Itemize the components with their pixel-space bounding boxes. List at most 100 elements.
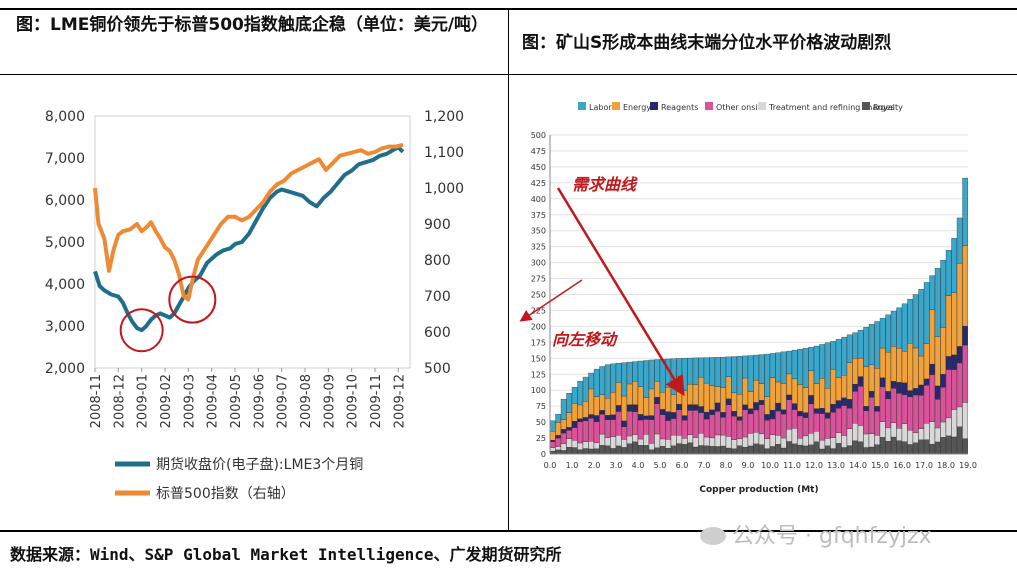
- left-axis-tick-label: 6,000: [45, 193, 85, 209]
- cost-bar-segment: [769, 434, 776, 447]
- cost-bar-segment: [753, 432, 759, 444]
- cost-bar-segment: [676, 403, 682, 410]
- cost-bar-segment: [599, 366, 605, 395]
- cost-bar-segment: [896, 348, 902, 383]
- legend-label: 标普500指数（右轴）: [156, 486, 295, 502]
- cost-bar-segment: [868, 397, 875, 434]
- x-axis-tick-label: 2009-06: [252, 374, 267, 428]
- y-axis-tick-label: 450: [531, 163, 546, 172]
- cost-bar-segment: [945, 295, 952, 357]
- cost-bar-segment: [835, 408, 842, 433]
- cost-bar-segment: [874, 368, 880, 407]
- source-footnote: 数据来源：Wind、S&P Global Market Intelligence…: [10, 545, 562, 564]
- cost-bar-segment: [747, 408, 754, 414]
- cost-bar-segment: [687, 410, 693, 435]
- cost-bar-segment: [830, 404, 836, 413]
- cost-bar-segment: [956, 362, 963, 408]
- cost-bar-segment: [593, 396, 600, 416]
- cost-bar-segment: [808, 433, 814, 445]
- right-axis-tick-label: 600: [424, 325, 451, 341]
- cost-bar-segment: [929, 443, 935, 455]
- cost-bar-segment: [824, 412, 831, 419]
- cost-bar-segment: [731, 439, 737, 449]
- cost-bar-segment: [643, 434, 649, 446]
- cost-bar-segment: [714, 411, 721, 436]
- cost-bar-segment: [648, 359, 655, 390]
- cost-bar-segment: [560, 419, 567, 430]
- cost-bar-segment: [604, 364, 611, 399]
- cost-bar-segment: [615, 362, 622, 383]
- cost-bar-segment: [962, 177, 968, 246]
- cost-bar-segment: [720, 356, 726, 388]
- cost-bar-segment: [962, 245, 968, 327]
- cost-bar-segment: [687, 442, 693, 455]
- cost-bar-segment: [863, 447, 869, 455]
- cost-bar-segment: [637, 445, 644, 455]
- cost-bar-segment: [676, 409, 682, 436]
- right-axis-tick-label: 800: [424, 253, 451, 269]
- cost-bar-segment: [582, 417, 589, 421]
- x-axis-tick-label: 2009-01: [136, 374, 151, 428]
- cost-bar-segment: [593, 448, 600, 455]
- cost-bar-segment: [758, 404, 765, 435]
- cost-bar-segment: [555, 422, 561, 436]
- cost-bar-segment: [709, 446, 715, 455]
- copper-cost-curve-chart: Labor Energy Reagents Other onsite Treatment…: [519, 102, 977, 495]
- cost-bar-segment: [637, 386, 644, 415]
- x-axis-tick-label: 2009-05: [229, 374, 244, 428]
- wechat-icon: [700, 527, 726, 545]
- sp500-bottom-circle: [168, 275, 217, 324]
- cost-bar-segment: [868, 364, 875, 392]
- left-axis-tick-label: 5,000: [45, 235, 85, 251]
- y-axis-tick-label: 275: [531, 275, 546, 284]
- cost-bar-segment: [747, 355, 754, 392]
- cost-bar-segment: [879, 386, 886, 422]
- cost-bar-segment: [797, 415, 803, 439]
- x-axis-tick-label: 3.0: [610, 461, 623, 470]
- cost-bar-segment: [896, 428, 902, 441]
- cost-bar-segment: [857, 425, 864, 442]
- left-chart-title: 图：LME铜价领先于标普500指数触底企稳（单位：美元/吨）: [16, 15, 489, 35]
- cost-bar-segment: [764, 448, 770, 455]
- cost-bar-segment: [901, 351, 908, 383]
- bottom-border: [0, 530, 1017, 532]
- cost-bar-segment: [819, 413, 825, 441]
- cost-bar-segment: [835, 400, 842, 409]
- cost-bar-segment: [819, 448, 825, 455]
- x-axis-tick-label: 11.0: [783, 461, 801, 470]
- cost-bar-segment: [571, 403, 578, 422]
- cost-bar-segment: [824, 438, 831, 446]
- cost-bar-segment: [588, 388, 594, 415]
- right-chart-title: 图：矿山S形成本曲线末端分位水平价格波动剧烈: [522, 33, 892, 53]
- cost-bar-segment: [714, 357, 721, 387]
- cost-bar-segment: [956, 346, 963, 364]
- y-axis-tick-label: 400: [531, 195, 546, 204]
- cost-bar-segment: [632, 441, 638, 455]
- legend-swatch: [650, 102, 658, 110]
- cost-bar-segment: [824, 445, 831, 455]
- cost-bar-segment: [951, 354, 957, 370]
- cost-bar-segment: [566, 447, 572, 455]
- cost-bar-segment: [835, 432, 842, 444]
- cost-bar-segment: [571, 427, 578, 441]
- cost-bar-segment: [571, 440, 578, 448]
- cost-bar-segment: [604, 398, 611, 416]
- cost-bar-segment: [962, 438, 968, 455]
- cost-bar-segment: [841, 405, 847, 436]
- legend-swatch: [758, 102, 766, 110]
- y-axis-tick-label: 200: [531, 322, 546, 331]
- cost-bar-segment: [786, 394, 792, 400]
- cost-bar-segment: [879, 318, 886, 349]
- cost-bar-segment: [918, 428, 924, 440]
- cost-bar-segment: [874, 321, 880, 369]
- cost-bar-segment: [852, 383, 858, 392]
- cost-bar-segment: [703, 418, 710, 438]
- cost-bar-segment: [819, 344, 825, 379]
- cost-bar-segment: [610, 419, 616, 437]
- cost-bar-segment: [769, 353, 776, 378]
- x-axis-tick-label: 13.0: [827, 461, 845, 470]
- x-axis-tick-label: 10.0: [761, 461, 779, 470]
- cost-bar-segment: [841, 397, 847, 406]
- cost-bar-segment: [863, 410, 869, 435]
- cost-bar-segment: [758, 383, 765, 401]
